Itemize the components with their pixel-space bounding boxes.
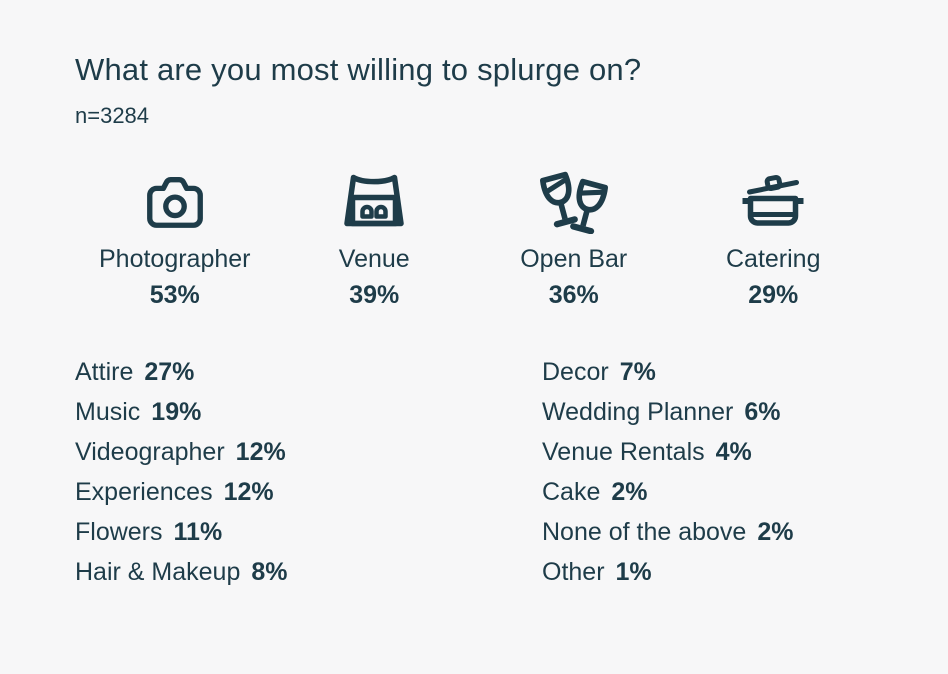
category-label: Decor <box>542 357 609 386</box>
featured-percent: 36% <box>548 280 599 309</box>
category-percent: 19% <box>151 397 202 426</box>
category-percent: 27% <box>144 357 195 386</box>
list-column-left: Attire 27% Music 19% Videographer 12% Exper… <box>75 352 542 592</box>
category-label: Other <box>542 557 605 586</box>
category-label: Experiences <box>75 477 213 506</box>
list-item: Other 1% <box>542 552 873 592</box>
category-label: Music <box>75 397 141 426</box>
category-label: None of the above <box>542 517 747 546</box>
featured-percent: 29% <box>748 280 799 309</box>
camera-icon <box>75 162 275 234</box>
category-label: Videographer <box>75 437 225 466</box>
category-percent: 7% <box>619 357 656 386</box>
sample-size-label: n=3284 <box>75 102 150 128</box>
list-item: Decor 7% <box>542 352 873 392</box>
featured-catering: Catering 29% <box>674 162 874 310</box>
list-item: Attire 27% <box>75 352 542 392</box>
featured-label: Catering <box>726 244 821 273</box>
featured-label: Open Bar <box>520 244 628 273</box>
category-label: Flowers <box>75 517 163 546</box>
list-column-right: Decor 7% Wedding Planner 6% Venue Rentals 4… <box>542 352 873 592</box>
category-percent: 2% <box>611 477 648 506</box>
featured-open-bar: Open Bar 36% <box>474 162 674 310</box>
wedding-tent-icon <box>275 162 475 234</box>
page-title: What are you most willing to splurge on? <box>75 52 642 87</box>
category-label: Hair & Makeup <box>75 557 241 586</box>
featured-percent: 53% <box>149 280 200 309</box>
featured-label: Venue <box>338 244 410 273</box>
category-label: Wedding Planner <box>542 397 734 426</box>
list-item: Hair & Makeup 8% <box>75 552 542 592</box>
category-percent: 12% <box>235 437 286 466</box>
category-percent: 8% <box>251 557 288 586</box>
featured-venue: Venue 39% <box>275 162 475 310</box>
category-percent: 6% <box>744 397 781 426</box>
category-percent: 12% <box>223 477 274 506</box>
category-label: Venue Rentals <box>542 437 705 466</box>
category-percent: 4% <box>715 437 752 466</box>
survey-infographic: What are you most willing to splurge on?… <box>75 52 873 592</box>
category-label: Cake <box>542 477 601 506</box>
list-item: Experiences 12% <box>75 472 542 512</box>
cooking-pot-icon <box>674 162 874 234</box>
list-item: Cake 2% <box>542 472 873 512</box>
list-item: Music 19% <box>75 392 542 432</box>
featured-categories-row: Photographer 53% Venue 39% <box>75 162 873 310</box>
featured-label: Photographer <box>98 244 251 273</box>
list-item: Venue Rentals 4% <box>542 432 873 472</box>
featured-percent: 39% <box>349 280 400 309</box>
category-label: Attire <box>75 357 134 386</box>
secondary-categories: Attire 27% Music 19% Videographer 12% Exper… <box>75 352 873 592</box>
list-item: Flowers 11% <box>75 512 542 552</box>
featured-photographer: Photographer 53% <box>75 162 275 310</box>
category-percent: 2% <box>757 517 794 546</box>
category-percent: 11% <box>173 517 223 546</box>
list-item: None of the above 2% <box>542 512 873 552</box>
clinking-glasses-icon <box>474 162 674 234</box>
category-percent: 1% <box>615 557 652 586</box>
list-item: Videographer 12% <box>75 432 542 472</box>
list-item: Wedding Planner 6% <box>542 392 873 432</box>
